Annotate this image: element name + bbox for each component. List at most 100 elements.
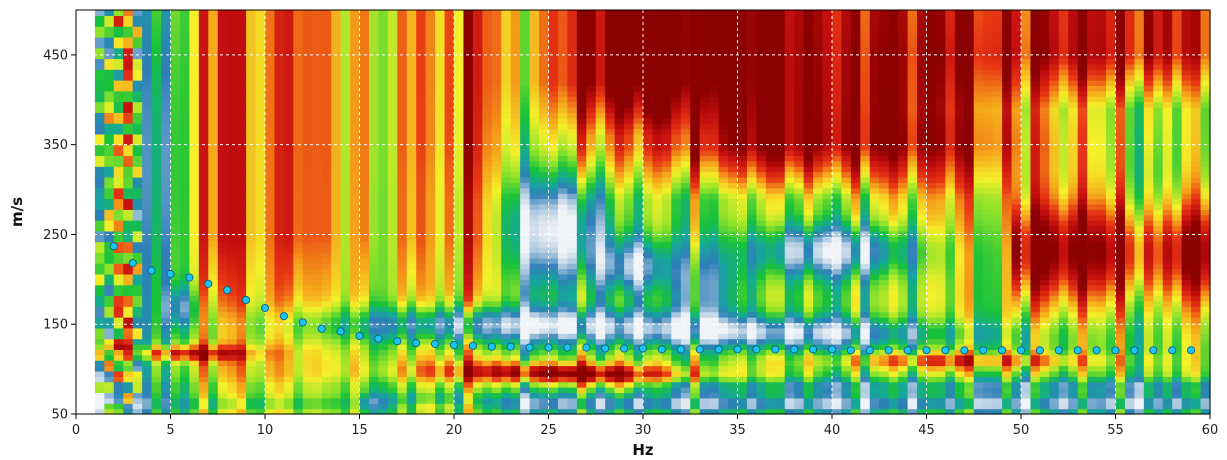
heatmap-cell <box>179 80 190 87</box>
heatmap-cell <box>161 20 172 27</box>
heatmap-cell <box>576 96 587 103</box>
heatmap-cell <box>312 182 323 189</box>
heatmap-cell <box>132 354 143 361</box>
heatmap-cell <box>652 209 663 216</box>
heatmap-cell <box>283 155 294 162</box>
heatmap-cell <box>482 193 493 200</box>
heatmap-cell <box>548 117 559 124</box>
heatmap-cell <box>227 26 238 33</box>
heatmap-cell <box>614 370 625 377</box>
heatmap-cell <box>151 327 162 334</box>
heatmap-cell <box>113 403 124 410</box>
heatmap-cell <box>454 20 465 27</box>
heatmap-cell <box>463 112 474 119</box>
heatmap-cell <box>510 403 521 410</box>
heatmap-cell <box>255 300 266 307</box>
heatmap-cell <box>510 26 521 33</box>
heatmap-cell <box>179 128 190 135</box>
heatmap-cell <box>104 42 115 49</box>
heatmap-cell <box>132 284 143 291</box>
heatmap-cell <box>387 166 398 173</box>
heatmap-cell <box>454 333 465 340</box>
heatmap-cell <box>416 381 427 388</box>
heatmap-cell <box>661 252 672 259</box>
heatmap-cell <box>425 360 436 367</box>
heatmap-cell <box>293 112 304 119</box>
heatmap-cell <box>189 123 200 130</box>
heatmap-cell <box>557 392 568 399</box>
heatmap-cell <box>378 236 389 243</box>
heatmap-cell <box>312 42 323 49</box>
heatmap-cell <box>595 128 606 135</box>
heatmap-cell <box>529 150 540 157</box>
heatmap-cell <box>208 365 219 372</box>
heatmap-cell <box>378 31 389 38</box>
heatmap-cell <box>104 144 115 151</box>
heatmap-cell <box>236 225 247 232</box>
heatmap-cell <box>586 247 597 253</box>
heatmap-cell <box>690 403 701 410</box>
heatmap-cell <box>624 225 635 232</box>
heatmap-cell <box>189 101 200 108</box>
heatmap-cell <box>624 182 635 189</box>
heatmap-cell <box>482 80 493 87</box>
heatmap-cell <box>255 273 266 280</box>
heatmap-cell <box>123 349 134 356</box>
heatmap-cell <box>699 376 710 383</box>
heatmap-cell <box>236 80 247 87</box>
heatmap-cell <box>491 230 502 237</box>
heatmap-cell <box>501 257 512 264</box>
heatmap-cell <box>378 311 389 318</box>
heatmap-cell <box>425 139 436 146</box>
heatmap-cell <box>463 26 474 33</box>
heatmap-cell <box>614 128 625 135</box>
heatmap-cell <box>217 80 228 87</box>
heatmap-cell <box>142 112 153 119</box>
heatmap-cell <box>340 295 351 302</box>
heatmap-cell <box>198 252 209 259</box>
heatmap-cell <box>123 376 134 383</box>
heatmap-cell <box>208 63 219 70</box>
heatmap-cell <box>671 360 682 367</box>
heatmap-cell <box>170 268 181 275</box>
heatmap-cell <box>331 300 342 307</box>
heatmap-cell <box>501 96 512 103</box>
heatmap-cell <box>406 327 417 334</box>
heatmap-cell <box>198 327 209 334</box>
heatmap-cell <box>132 187 143 194</box>
heatmap-cell <box>520 257 531 264</box>
heatmap-cell <box>690 69 701 76</box>
heatmap-cell <box>425 397 436 404</box>
heatmap-cell <box>643 263 654 270</box>
heatmap-cell <box>189 26 200 33</box>
heatmap-cell <box>132 279 143 286</box>
heatmap-cell <box>331 397 342 404</box>
heatmap-cell <box>189 376 200 383</box>
heatmap-cell <box>208 284 219 291</box>
heatmap-cell <box>614 214 625 221</box>
heatmap-cell <box>283 349 294 356</box>
heatmap-cell <box>472 338 483 345</box>
heatmap-cell <box>652 150 663 157</box>
heatmap-cell <box>255 47 266 54</box>
heatmap-cell <box>567 343 578 350</box>
heatmap-cell <box>633 397 644 404</box>
heatmap-cell <box>217 63 228 70</box>
heatmap-cell <box>293 376 304 383</box>
heatmap-cell <box>321 26 332 33</box>
heatmap-cell <box>368 117 379 124</box>
heatmap-cell <box>472 123 483 130</box>
heatmap-cell <box>472 376 483 383</box>
heatmap-cell <box>113 279 124 286</box>
heatmap-cell <box>302 252 313 259</box>
heatmap-cell <box>170 387 181 394</box>
heatmap-cell <box>671 387 682 394</box>
heatmap-cell <box>624 128 635 135</box>
heatmap-cell <box>709 387 720 394</box>
heatmap-cell <box>406 112 417 119</box>
heatmap-cell <box>397 58 408 65</box>
heatmap-cell <box>189 263 200 270</box>
heatmap-cell <box>217 160 228 167</box>
heatmap-cell <box>350 365 361 372</box>
heatmap-cell <box>94 15 105 22</box>
